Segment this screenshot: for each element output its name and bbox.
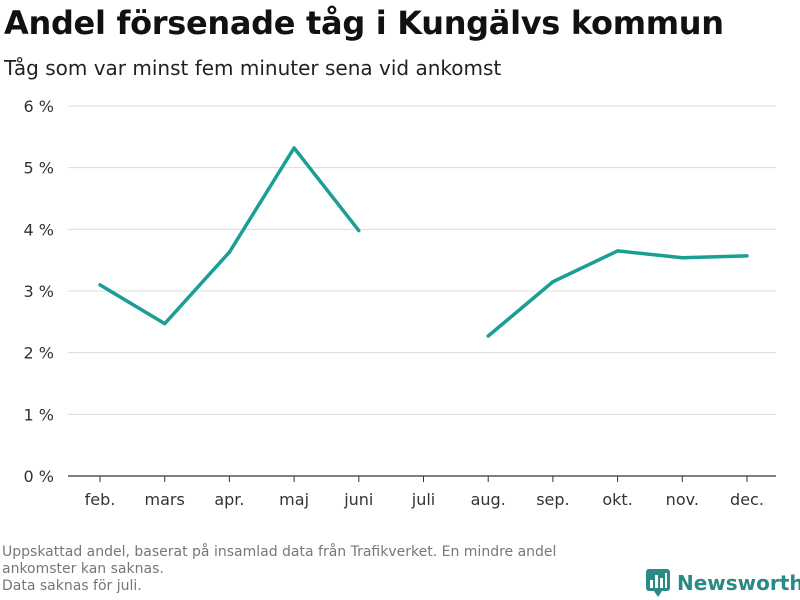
- chart-title: Andel försenade tåg i Kungälvs kommun: [4, 4, 724, 42]
- x-tick-label: mars: [145, 490, 185, 509]
- brand-name: Newsworthy: [677, 571, 800, 595]
- brand-logo: Newsworthy: [645, 568, 800, 598]
- x-tick-label: juli: [411, 490, 435, 509]
- line-chart: 0 % 1 % 2 % 3 % 4 % 5 % 6 % feb. mars apr. maj juni…: [24, 97, 776, 509]
- x-tick-label: aug.: [471, 490, 506, 509]
- x-tick-label: nov.: [666, 490, 699, 509]
- series-line: [486, 249, 749, 338]
- y-tick-label: 5 %: [24, 159, 54, 178]
- x-tick-label: maj: [279, 490, 309, 509]
- x-tick-label: dec.: [730, 490, 764, 509]
- y-tick-label: 1 %: [24, 405, 54, 424]
- y-tick-label: 2 %: [24, 344, 54, 363]
- x-tick-label: okt.: [602, 490, 632, 509]
- x-tick-label: feb.: [85, 490, 116, 509]
- newsworthy-logo-icon: [646, 569, 670, 597]
- series-line: [98, 146, 361, 326]
- y-tick-label: 4 %: [24, 220, 54, 239]
- y-tick-label: 3 %: [24, 282, 54, 301]
- x-tick-label: apr.: [214, 490, 244, 509]
- y-tick-label: 6 %: [24, 97, 54, 116]
- x-tick-label: sep.: [536, 490, 569, 509]
- footnote-line-2: Data saknas för juli.: [2, 578, 142, 594]
- x-tick-label: juni: [343, 490, 373, 509]
- y-tick-label: 0 %: [24, 467, 54, 486]
- footnote-line-1: Uppskattad andel, baserat på insamlad da…: [2, 544, 557, 577]
- footnote: Uppskattad andel, baserat på insamlad da…: [2, 544, 632, 595]
- chart-subtitle: Tåg som var minst fem minuter sena vid a…: [4, 56, 502, 80]
